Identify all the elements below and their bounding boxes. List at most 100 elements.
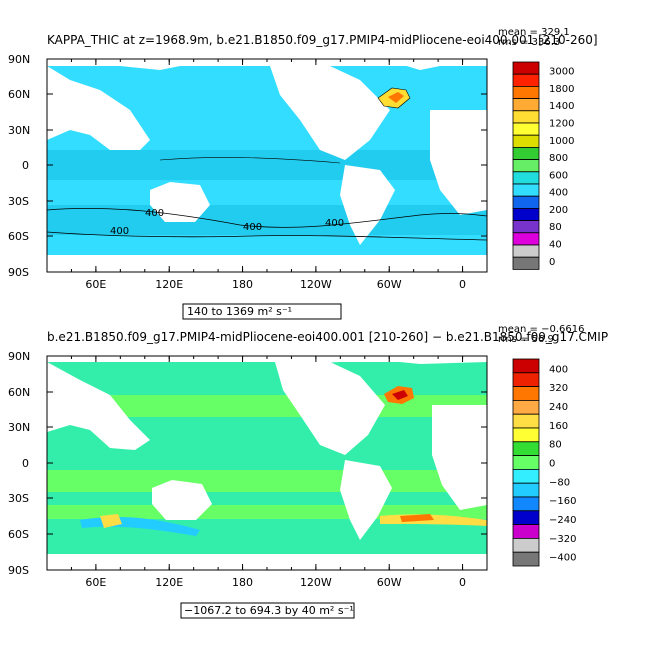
panel-bottom-colorbar-box [512, 441, 540, 456]
panel-top-ytick-label: 60N [8, 88, 30, 101]
panel-top-range-label: 140 to 1369 m² s⁻¹ [187, 305, 292, 318]
panel-bottom-colorbar: 400 320 240 160 80 0 −80 −160 −240 −320 −400 [512, 358, 576, 567]
panel-top-colorbar-box [512, 171, 540, 185]
panel-bottom-land-asia [47, 362, 150, 450]
panel-top-yaxis: 90N 60N 30N 0 30S 60S 90S [8, 53, 487, 279]
panel-top-rms: rms = 336.3 [498, 37, 560, 48]
panel-bottom-xtick-label: 120E [155, 576, 183, 589]
panel-bottom-ytick-label: 90N [8, 350, 30, 363]
panel-bottom-colorbar-box [512, 496, 540, 512]
panel-bottom-colorbar-box [512, 427, 540, 443]
panel-bottom-range-box [180, 602, 355, 619]
panel-bottom-xaxis: 60E 120E 180 120W 60W 0 −1067.2 to 694.3 by 4… [46, 356, 488, 619]
panel-bottom-xtick-label: 60W [377, 576, 402, 589]
panel-top-xtick-label: 180 [232, 278, 253, 291]
panel-top-title: KAPPA_THIC at z=1968.9m, b.e21.B1850.f09… [47, 33, 598, 47]
panel-bottom-colorbar-label: 0 [549, 459, 555, 470]
panel-bottom-colorbar-box [512, 399, 540, 415]
panel-bottom-colorbar-label: 80 [549, 440, 562, 451]
panel-top-ytick-label: 30S [8, 195, 29, 208]
panel-bottom-band-2 [47, 470, 487, 492]
panel-top-band-equator [47, 150, 487, 180]
panel-bottom-colorbar-label: −80 [549, 477, 570, 488]
panel-top-xtick-label: 0 [459, 278, 466, 291]
panel-top-land-africa [430, 110, 487, 215]
panel-top-colorbar-box [512, 195, 540, 209]
panel-bottom-ytick-label: 60S [8, 528, 29, 541]
panel-top-colorbar-box [512, 232, 540, 246]
panel-bottom: b.e21.B1850.f09_g17.PMIP4-midPliocene-eo… [8, 324, 608, 619]
panel-bottom-colorbar-box [512, 482, 540, 498]
panel-top-colorbar-box [512, 134, 540, 148]
panel-top-colorbar-box [512, 61, 540, 75]
panel-top-ytick-label: 30N [8, 124, 30, 137]
panel-top-contour-400a [46, 207, 488, 228]
panel-bottom-xtick-label: 120W [300, 576, 332, 589]
panel-bottom-ytick-label: 0 [22, 457, 29, 470]
panel-top-land-asia [47, 66, 150, 150]
panel-top-contour-label-3: 400 [243, 222, 262, 233]
panel-top-land-americas-south [340, 165, 395, 245]
panel-top-colorbar-box [512, 86, 540, 100]
panel-top-band-south [47, 205, 487, 235]
panel-top-colorbar-box [512, 122, 540, 136]
panel-bottom-colorbar-label: 320 [549, 383, 568, 394]
panel-bottom-land-australia [152, 480, 212, 520]
panel-top-xtick-label: 60W [377, 278, 402, 291]
panel-top-ytick-label: 90S [8, 266, 29, 279]
panel-top-land-africa-eurasia [47, 59, 487, 70]
panel-top-colorbar-box [512, 73, 540, 87]
panel-bottom-colorbar-box [512, 386, 540, 401]
panel-top-xaxis: 60E 120E 180 120W 60W 0 140 to 1369 m² s⁻¹ [46, 59, 488, 320]
panel-top-colorbar-label: 1200 [549, 118, 574, 129]
panel-bottom-land-americas-south [340, 460, 392, 540]
panel-top-colorbar-box [512, 159, 540, 173]
panel-top-mean: mean = 329.1 [498, 27, 570, 38]
panel-bottom-land-americas-north [275, 362, 385, 455]
panel-bottom-anomaly-sw-pos [100, 514, 122, 528]
panel-top-colorbar-label: 1000 [549, 136, 574, 147]
panel-bottom-ytick-label: 30N [8, 421, 30, 434]
panel-top-ytick-label: 0 [22, 159, 29, 172]
panel-bottom-ytick-label: 30S [8, 492, 29, 505]
panel-bottom-ytick-label: 90S [8, 564, 29, 577]
panel-bottom-colorbar-label: −400 [549, 553, 576, 564]
panel-bottom-ocean-base [47, 362, 487, 558]
panel-top-colorbar-box [512, 244, 540, 258]
panel-top-xtick-label: 120W [300, 278, 332, 291]
panel-bottom-colorbar-box [512, 358, 540, 374]
panel-bottom-colorbar-box [512, 455, 540, 470]
panel-top-colorbar-label: 600 [549, 170, 568, 181]
panel-bottom-land-north [47, 356, 487, 364]
panel-bottom-title: b.e21.B1850.f09_g17.PMIP4-midPliocene-eo… [47, 330, 608, 344]
panel-bottom-colorbar-label: 400 [549, 364, 568, 375]
panel-top-map: 400 400 400 400 [46, 58, 488, 273]
panel-top-colorbar-box [512, 256, 540, 270]
panel-bottom-colorbar-box [512, 372, 540, 387]
panel-top-colorbar-box [512, 98, 540, 112]
panel-bottom-xtick-label: 0 [459, 576, 466, 589]
panel-bottom-yaxis: 90N 60N 30N 0 30S 60S 90S [8, 350, 487, 577]
panel-top-contour-label-2: 400 [110, 226, 129, 237]
panel-bottom-map [46, 355, 488, 571]
panel-bottom-ytick-label: 60N [8, 386, 30, 399]
panel-top-colorbar-box [512, 183, 540, 197]
panel-top: KAPPA_THIC at z=1968.9m, b.e21.B1850.f09… [8, 27, 598, 320]
panel-bottom-mean: mean = −0.6616 [498, 324, 584, 335]
panel-top-land-antarctica [47, 255, 487, 272]
panel-bottom-rms: rms = 56.9 [498, 334, 554, 345]
panel-bottom-colorbar-label: −240 [549, 515, 576, 526]
panel-bottom-colorbar-label: −320 [549, 534, 576, 545]
panel-top-range-box [182, 303, 342, 320]
panel-top-colorbar-box [512, 207, 540, 221]
panel-top-land-australia [150, 182, 210, 222]
panel-top-colorbar-label: 400 [549, 188, 568, 199]
panel-bottom-colorbar-box [512, 468, 540, 484]
panel-top-colorbar-label: 40 [549, 239, 562, 250]
panel-bottom-colorbar-box [512, 510, 540, 525]
panel-bottom-range-label: −1067.2 to 694.3 by 40 m² s⁻¹ [184, 604, 354, 617]
panel-top-xtick-label: 60E [85, 278, 106, 291]
panel-bottom-colorbar-box [512, 551, 540, 567]
panel-bottom-colorbar-box [512, 524, 540, 539]
